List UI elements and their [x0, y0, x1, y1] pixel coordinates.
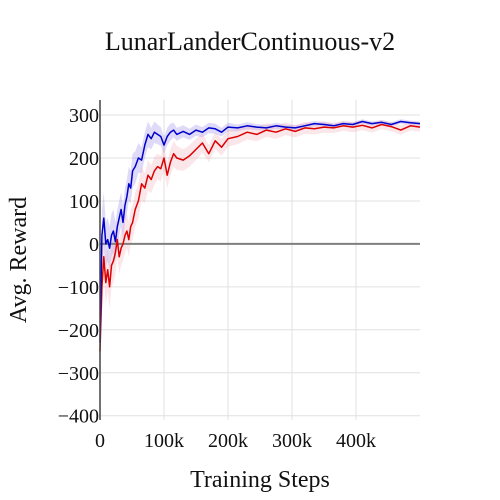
y-axis-label: Avg. Reward — [6, 197, 32, 323]
series-line-1 — [99, 123, 421, 352]
y-tick-label-3: −100 — [58, 277, 99, 299]
series-line-0 — [99, 120, 421, 343]
x-axis-label: Training Steps — [190, 467, 330, 493]
y-tick-label-5: 100 — [69, 191, 99, 213]
y-tick-labels: −400 −300 −200 −100 0 100 200 300 — [58, 105, 99, 428]
y-tick-label-1: −300 — [58, 363, 99, 385]
x-tick-label-2: 200k — [208, 430, 248, 452]
confidence-bands — [100, 119, 420, 365]
x-tick-label-3: 300k — [272, 430, 312, 452]
x-tick-label-1: 100k — [144, 430, 184, 452]
gridlines — [99, 100, 420, 420]
x-tick-label-4: 400k — [336, 430, 376, 452]
chart-title: LunarLanderContinuous-v2 — [105, 27, 395, 56]
series-lines — [99, 120, 421, 352]
x-tick-labels: 0 100k 200k 300k 400k — [95, 430, 376, 452]
y-tick-label-0: −400 — [58, 406, 99, 428]
y-tick-label-4: 0 — [89, 234, 99, 256]
y-tick-label-7: 300 — [69, 105, 99, 127]
y-tick-label-2: −200 — [58, 320, 99, 342]
confidence-band-0 — [100, 119, 420, 356]
y-tick-label-6: 200 — [69, 148, 99, 170]
confidence-band-1 — [100, 119, 420, 365]
x-tick-label-0: 0 — [95, 430, 105, 452]
